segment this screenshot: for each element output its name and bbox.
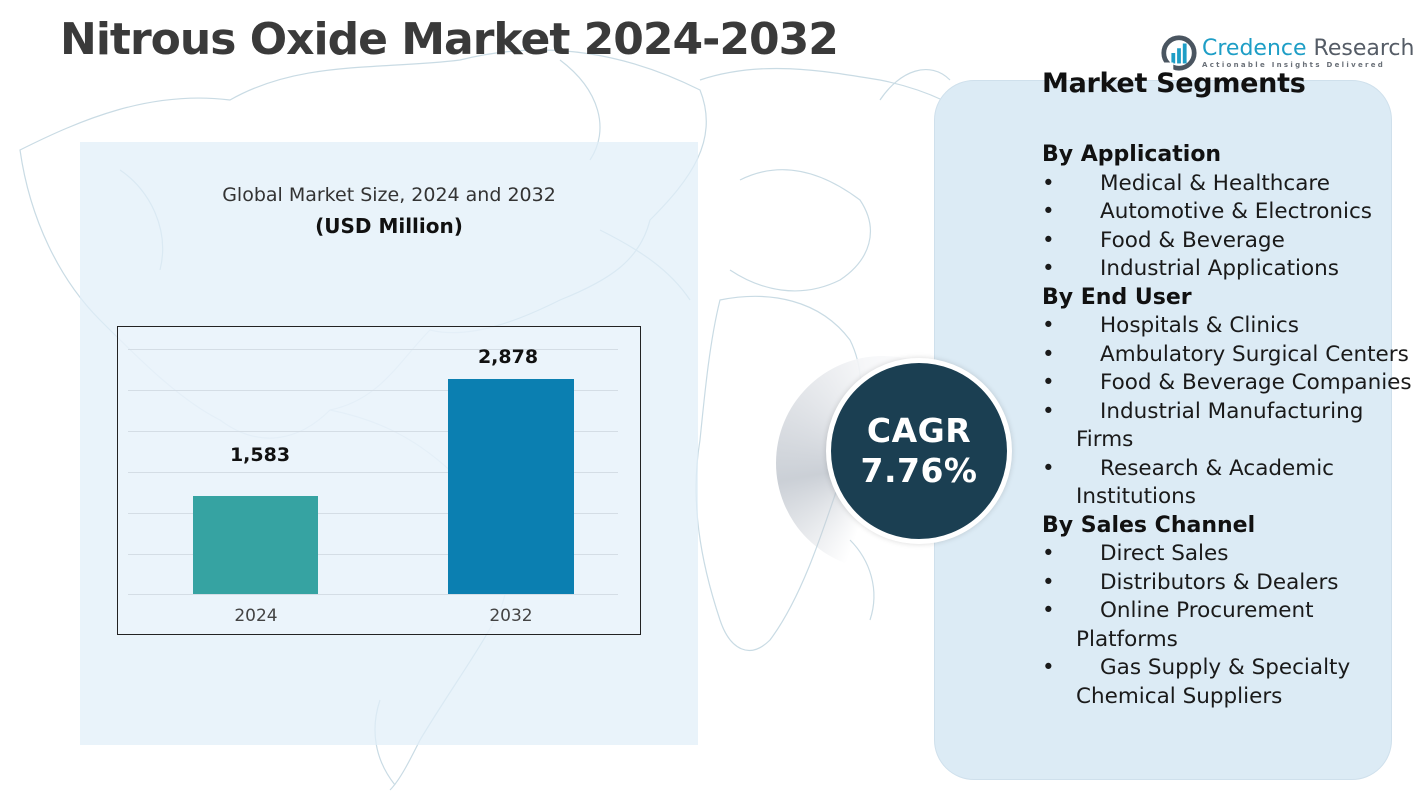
- x-tick-2024: 2024: [234, 606, 278, 626]
- segment-item-text: Automotive & Electronics: [1100, 199, 1372, 224]
- segment-item: • Industrial Applications: [1042, 255, 1422, 284]
- segment-group-title: By Sales Channel: [1042, 512, 1256, 538]
- cagr-badge: CAGR 7.76%: [826, 358, 1012, 544]
- segment-item: • Food & Beverage: [1042, 227, 1422, 256]
- market-segments-panel: [934, 80, 1392, 780]
- segment-item: • Medical & Healthcare: [1042, 170, 1422, 199]
- segment-group-end-user: By End User • Hospitals & Clinics • Ambula…: [1042, 284, 1422, 512]
- segment-group-application: By Application • Medical & Healthcare • Au…: [1042, 141, 1422, 284]
- bullet-icon: •: [1042, 313, 1055, 338]
- segment-item: • Hospitals & Clinics: [1042, 312, 1422, 341]
- segment-item-text: Distributors & Dealers: [1100, 569, 1339, 595]
- bullet-icon: •: [1042, 370, 1055, 395]
- bullet-icon: •: [1042, 256, 1055, 281]
- segment-item-text: Industrial Applications: [1100, 256, 1339, 281]
- segment-item-text: Ambulatory Surgical Centers: [1100, 341, 1409, 367]
- segments-title: Market Segments: [1042, 68, 1306, 99]
- segment-item: • Distributors & Dealers: [1042, 569, 1422, 598]
- bar-value-2032: 2,878: [477, 346, 539, 368]
- bullet-icon: •: [1042, 569, 1055, 595]
- segment-item: • Research & Academic Institutions: [1042, 455, 1422, 512]
- cagr-value: 7.76%: [860, 451, 978, 490]
- segment-group-title: By End User: [1042, 284, 1192, 310]
- segment-item: • Ambulatory Surgical Centers: [1042, 341, 1422, 370]
- segment-item-text: Food & Beverage Companies: [1100, 370, 1412, 395]
- bar-chart-circle-icon: [1161, 35, 1197, 71]
- cagr-label: CAGR: [866, 411, 972, 450]
- bullet-icon: •: [1042, 227, 1055, 253]
- bullet-icon: •: [1042, 455, 1055, 481]
- segment-item: • Food & Beverage Companies: [1042, 369, 1422, 398]
- segment-item-text: Medical & Healthcare: [1100, 170, 1330, 196]
- bar-value-2024: 1,583: [229, 444, 291, 466]
- company-logo: Credence Research Actionable Insights De…: [1160, 34, 1414, 72]
- segment-item-text: Industrial Manufacturing Firms: [1076, 398, 1364, 453]
- bullet-icon: •: [1042, 598, 1055, 623]
- gridline: [128, 594, 618, 595]
- segment-item: • Online Procurement Platforms: [1042, 597, 1422, 654]
- market-size-chart-panel: Global Market Size, 2024 and 2032 (USD M…: [80, 142, 698, 745]
- bar-2024: [193, 496, 318, 594]
- segment-group-sales-channel: By Sales Channel • Direct Sales • Distribu…: [1042, 512, 1422, 712]
- bullet-icon: •: [1042, 199, 1055, 224]
- chart-title: Global Market Size, 2024 and 2032: [222, 184, 556, 206]
- logo-name-secondary: Research: [1306, 35, 1415, 61]
- bullet-icon: •: [1042, 655, 1055, 680]
- segment-item-text: Direct Sales: [1100, 541, 1229, 566]
- segment-item-text: Gas Supply & Specialty Chemical Supplier…: [1076, 655, 1351, 709]
- bullet-icon: •: [1042, 341, 1055, 367]
- bar-chart: 1,583 2024 2,878 2032: [117, 326, 641, 635]
- x-tick-2032: 2032: [489, 606, 533, 626]
- segment-item: • Gas Supply & Specialty Chemical Supplie…: [1042, 654, 1422, 711]
- bar-2032: [448, 379, 574, 594]
- segment-item: • Industrial Manufacturing Firms: [1042, 398, 1422, 455]
- segment-item-text: Food & Beverage: [1100, 227, 1285, 253]
- segment-item: • Automotive & Electronics: [1042, 198, 1422, 227]
- bullet-icon: •: [1042, 170, 1055, 196]
- segment-item-text: Research & Academic Institutions: [1076, 455, 1334, 510]
- segment-group-title: By Application: [1042, 142, 1222, 167]
- bullet-icon: •: [1042, 541, 1055, 566]
- page-title: Nitrous Oxide Market 2024-2032: [60, 14, 839, 65]
- market-segments: Market Segments By Application • Medical …: [1042, 68, 1422, 711]
- chart-unit: (USD Million): [315, 214, 463, 238]
- segment-item-text: Hospitals & Clinics: [1100, 313, 1299, 338]
- segment-item: • Direct Sales: [1042, 540, 1422, 569]
- logo-name: Credence Research: [1202, 35, 1415, 61]
- logo-name-primary: Credence: [1202, 35, 1307, 61]
- logo-tagline: Actionable Insights Delivered: [1202, 60, 1386, 69]
- segment-item-text: Online Procurement Platforms: [1076, 598, 1314, 652]
- bullet-icon: •: [1042, 398, 1055, 424]
